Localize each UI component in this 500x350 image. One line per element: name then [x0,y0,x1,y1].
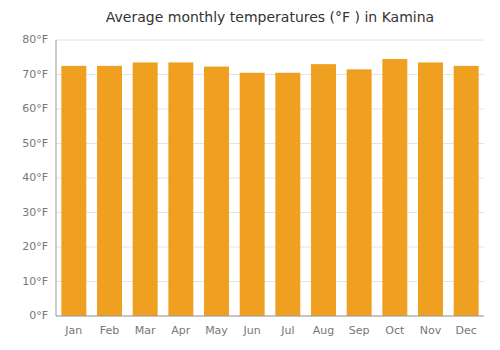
bar [418,62,443,316]
bar [275,73,300,316]
bar [347,69,372,316]
x-tick-label: Feb [100,324,119,337]
bars [61,59,478,316]
y-tick-label: 70°F [22,68,48,81]
x-tick-label: Dec [456,324,477,337]
page: {"chart_data": {"type": "bar", "title": … [0,0,500,350]
x-tick-label: Aug [313,324,334,337]
bar [311,64,336,316]
y-tick-label: 40°F [22,171,48,184]
y-tick-label: 10°F [22,275,48,288]
x-axis-line [56,316,484,317]
grid-line [56,316,484,317]
x-tick-label: Mar [135,324,156,337]
x-tick-label: May [205,324,228,337]
chart-container: Average monthly temperatures (°F ) in Ka… [0,0,500,350]
bar [454,66,479,316]
title: Average monthly temperatures (°F ) in Ka… [106,9,434,25]
x-tick-label: Apr [171,324,191,337]
x-tick-label: Jun [243,324,261,337]
bar [240,73,265,316]
x-tick-label: Sep [349,324,370,337]
x-tick-label: Oct [385,324,405,337]
y-tick-label: 80°F [22,33,48,46]
bar [133,62,158,316]
bar [61,66,86,316]
bar [382,59,407,316]
x-axis: Jan Feb Mar Apr May Jun Jul Aug Sep Oct Nov Dec [64,324,476,337]
bar [97,66,122,316]
grid-line [56,40,484,41]
bar [204,67,229,316]
y-grid [56,40,484,316]
x-tick-label: Jul [280,324,294,337]
bar [168,62,193,316]
y-axis-line [56,40,57,316]
x-tick-label: Jan [64,324,82,337]
chart-svg: Average monthly temperatures (°F ) in Ka… [0,0,500,350]
y-tick-label: 0°F [29,309,48,322]
y-tick-label: 50°F [22,137,48,150]
y-tick-label: 30°F [22,206,48,219]
x-tick-label: Nov [420,324,442,337]
y-tick-label: 20°F [22,240,48,253]
y-tick-label: 60°F [22,102,48,115]
y-axis: 0°F 10°F 20°F 30°F 40°F 50°F 60°F 70°F 80°F [22,33,48,322]
